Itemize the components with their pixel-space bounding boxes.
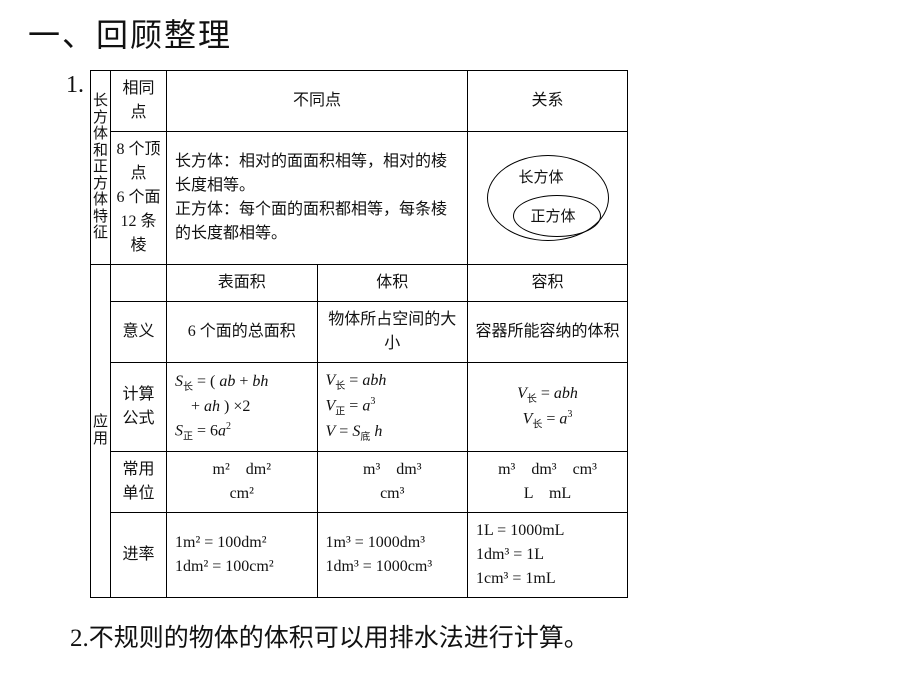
rate-cap: 1L = 1000mL 1dm³ = 1L 1cm³ = 1mL [468,512,628,597]
table-row: 应用 表面积 体积 容积 [91,265,628,302]
item-1: 1. 长方体和正方体特征 相同点 不同点 关系 8 个顶点 6 个面 12 条棱… [66,70,892,598]
table-row: 8 个顶点 6 个面 12 条棱 长方体：相对的面面积相等，相对的棱长度相等。 … [91,132,628,265]
subhdr-volume: 体积 [317,265,468,302]
units-vol: m³ dm³ cm³ [317,451,468,512]
side-label-application: 应用 [91,265,111,598]
features-diff-text: 长方体：相对的面面积相等，相对的棱长度相等。 正方体：每个面的面积都相等，每条棱… [175,150,461,246]
table-row: 常用单位 m² dm² cm² m³ dm³ cm³ m³ dm³ cm³ L … [91,451,628,512]
row-label-units: 常用单位 [111,451,167,512]
meaning-sa: 6 个面的总面积 [167,302,318,363]
hdr-relation: 关系 [468,71,628,132]
subhdr-capacity: 容积 [468,265,628,302]
table-row: 长方体和正方体特征 相同点 不同点 关系 [91,71,628,132]
summary-table: 长方体和正方体特征 相同点 不同点 关系 8 个顶点 6 个面 12 条棱 长方… [90,70,628,598]
item-2: 2.不规则的物体的体积可以用排水法进行计算。 [70,618,892,654]
hdr-shared: 相同点 [111,71,167,132]
blank-cell [111,265,167,302]
units-cap: m³ dm³ cm³ L mL [468,451,628,512]
section-heading: 一、回顾整理 [28,10,892,56]
meaning-vol: 物体所占空间的大小 [317,302,468,363]
table-row: 计算公式 S长 = ( ab + bh + ah ) ×2 S正 = 6a2 V… [91,363,628,452]
page: 一、回顾整理 1. 长方体和正方体特征 相同点 不同点 关系 8 个顶点 6 个… [0,0,920,690]
row-label-meaning: 意义 [111,302,167,363]
item-1-number: 1. [66,70,84,99]
rate-vol: 1m³ = 1000dm³ 1dm³ = 1000cm³ [317,512,468,597]
subhdr-surface-area: 表面积 [167,265,318,302]
units-sa: m² dm² cm² [167,451,318,512]
inner-oval-label: 正方体 [531,206,576,229]
formula-cap: V长 = abh V长 = a3 [468,363,628,452]
outer-oval-label: 长方体 [519,167,564,190]
meaning-cap: 容器所能容纳的体积 [468,302,628,363]
row-label-rate: 进率 [111,512,167,597]
venn-diagram: 长方体 正方体 [483,153,613,243]
table-row: 进率 1m² = 100dm² 1dm² = 100cm² 1m³ = 1000… [91,512,628,597]
row-label-formula: 计算公式 [111,363,167,452]
features-shared-text: 8 个顶点 6 个面 12 条棱 [115,138,162,258]
formula-vol: V长 = abh V正 = a3 V = S底 h [317,363,468,452]
rate-sa: 1m² = 100dm² 1dm² = 100cm² [167,512,318,597]
cell-relation-diagram: 长方体 正方体 [468,132,628,265]
table-row: 意义 6 个面的总面积 物体所占空间的大小 容器所能容纳的体积 [91,302,628,363]
hdr-diff: 不同点 [167,71,468,132]
cell-features-diff: 长方体：相对的面面积相等，相对的棱长度相等。 正方体：每个面的面积都相等，每条棱… [167,132,468,265]
side-label-features: 长方体和正方体特征 [91,71,111,265]
cell-features-shared: 8 个顶点 6 个面 12 条棱 [111,132,167,265]
formula-sa: S长 = ( ab + bh + ah ) ×2 S正 = 6a2 [167,363,318,452]
